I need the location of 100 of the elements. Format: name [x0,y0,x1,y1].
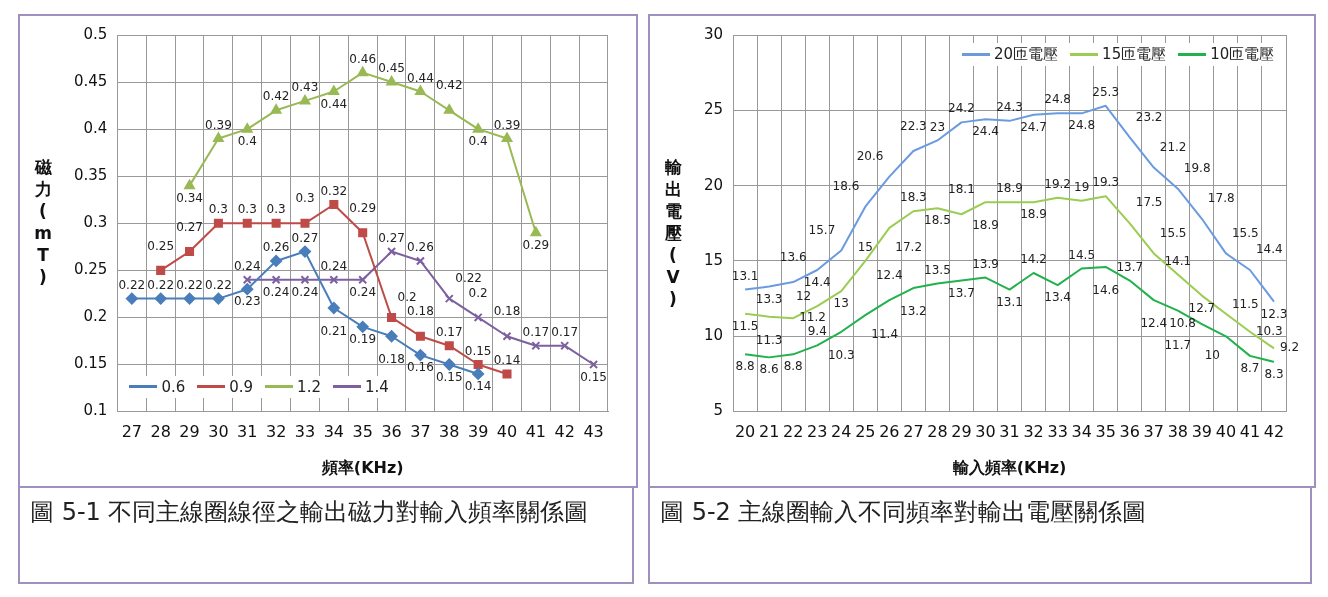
data-label: 15 [857,240,873,255]
data-label: 8.3 [1264,367,1284,382]
data-label: 14.1 [1164,253,1192,268]
data-label: 11.7 [1164,337,1192,352]
x-tick-label: 38 [1167,422,1188,442]
data-label: 11.3 [755,332,783,347]
x-tick-label: 43 [583,422,604,442]
data-label: 9.2 [1279,340,1300,355]
data-label: 0.2 [397,289,417,304]
data-label: 14.5 [1068,247,1096,262]
data-label: 0.22 [147,277,175,292]
data-label: 0.15 [435,369,463,384]
data-label: 0.32 [320,183,348,198]
data-label: 23 [929,119,946,134]
data-label: 21.2 [1159,139,1187,154]
data-label: 18.9 [1020,207,1047,222]
data-label: 0.15 [580,369,607,384]
data-label: 0.22 [176,277,203,292]
data-label: 11.5 [1231,296,1259,311]
x-tick-label: 41 [1239,422,1261,442]
data-label: 10.3 [1255,323,1283,338]
legend-label: 1.4 [364,377,389,396]
legend-label: 20匝電壓 [994,45,1059,64]
y-axis-title: 磁力(mT) [33,156,53,288]
x-tick-label: 32 [1023,422,1044,442]
data-label: 0.24 [262,284,290,299]
data-label: 0.17 [435,324,463,339]
data-label: 14.6 [1092,283,1120,298]
x-tick-label: 35 [1095,422,1116,442]
data-label: 17.5 [1135,195,1163,210]
x-tick-label: 40 [496,422,518,442]
y-tick-label: 0.3 [83,213,108,232]
data-label: 13.7 [948,285,975,300]
x-tick-label: 31 [999,422,1020,442]
data-label: 8.8 [735,359,755,374]
data-label: 13.6 [779,250,807,265]
data-label: 14.4 [803,275,831,290]
x-tick-label: 34 [323,422,345,442]
y-tick-label: 0.4 [83,119,108,138]
data-label: 0.18 [407,304,434,319]
data-label: 19 [1074,179,1090,194]
data-label: 0.24 [349,284,377,299]
data-label: 14.2 [1020,252,1047,267]
data-label: 0.21 [320,324,348,339]
data-label: 0.24 [233,258,261,273]
y-tick-label: 0.5 [83,24,108,43]
data-label: 15.5 [1231,225,1259,240]
x-axis-title: 頻率(KHz) [320,457,404,477]
data-label: 0.18 [493,304,521,319]
x-tick-label: 23 [807,422,828,442]
data-label: 13.4 [1044,290,1071,305]
data-label: 0.34 [176,190,203,205]
y-tick-label: 0.15 [73,354,108,373]
data-label: 17.2 [895,239,923,254]
data-label: 0.25 [147,238,175,253]
x-tick-label: 26 [879,422,900,442]
data-label: 12.3 [1260,306,1288,321]
y-tick-label: 0.1 [83,401,108,420]
data-label: 8.8 [783,359,803,374]
x-tick-label: 42 [1263,422,1285,442]
y-tick-label: 0.45 [73,71,108,90]
x-tick-label: 33 [294,422,316,442]
x-tick-label: 28 [927,422,948,442]
data-label: 0.26 [262,240,290,255]
data-label: 25.3 [1092,84,1120,99]
x-tick-label: 22 [783,422,804,442]
data-label: 13.5 [924,262,951,277]
data-label: 0.15 [464,343,492,358]
y-tick-label: 0.35 [73,166,108,185]
x-tick-label: 28 [150,422,171,442]
data-label: 0.3 [208,202,228,217]
x-tick-label: 29 [951,422,972,442]
data-label: 0.17 [551,324,579,339]
y-tick-label: 0.2 [83,307,108,326]
data-label: 0.22 [205,277,232,292]
data-label: 8.6 [759,362,779,377]
data-label: 17.8 [1207,190,1235,205]
data-label: 0.29 [522,237,550,252]
data-label: 0.42 [262,89,290,104]
data-label: 0.3 [295,191,315,206]
x-tick-label: 37 [1143,422,1164,442]
legend-label: 1.2 [297,377,321,396]
data-label: 0.39 [493,117,521,132]
data-label: 0.29 [349,200,377,215]
data-label: 13.2 [900,304,927,319]
data-label: 24.7 [1020,119,1047,134]
y-tick-label: 25 [703,100,724,119]
x-tick-label: 36 [1119,422,1140,442]
data-label: 0.46 [349,51,377,66]
legend-label: 0.6 [161,377,186,396]
data-label: 0.45 [378,61,405,76]
data-label: 13.7 [1116,259,1144,274]
legend-label: 10匝電壓 [1210,45,1275,64]
x-tick-label: 27 [121,422,143,442]
data-label: 0.23 [233,294,261,309]
data-label: 13.1 [731,268,759,283]
data-label: 8.7 [1240,360,1260,375]
data-label: 0.22 [455,270,482,285]
x-tick-label: 39 [467,422,489,442]
data-label: 0.24 [320,258,348,273]
